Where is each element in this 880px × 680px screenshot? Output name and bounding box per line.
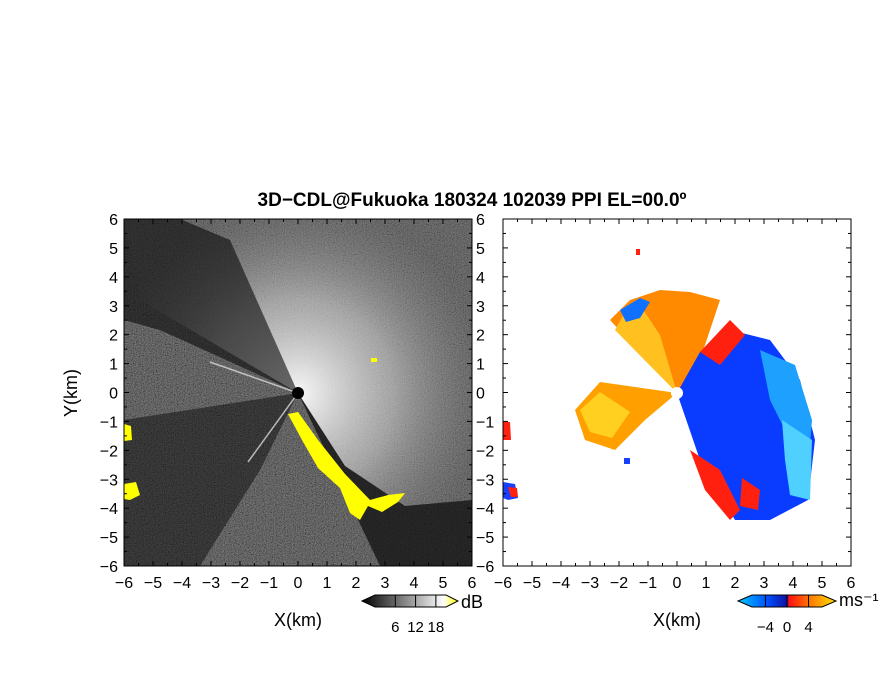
y-tick-label-right: −2	[476, 443, 494, 460]
reflectivity-colorbar: 6 12 18 dB	[360, 592, 483, 636]
reflectivity-echo	[124, 219, 472, 566]
y-tick-label-right: 2	[476, 328, 485, 345]
colorbar-tick-label: 4	[804, 619, 812, 636]
y-tick-label: −2	[100, 443, 118, 460]
x-tick-label: −3	[581, 575, 599, 592]
x-tick-label: 6	[468, 575, 477, 592]
velocity-colorbar: −4 0 4 ms⁻¹	[736, 590, 879, 636]
x-tick-label: 3	[381, 575, 390, 592]
x-tick-label: −5	[144, 575, 162, 592]
y-tick-label: 2	[109, 328, 118, 345]
velocity-colorbar-unit: ms⁻¹	[839, 590, 879, 610]
colorbar-tick-label: 12	[407, 619, 424, 636]
x-tick-label: −5	[523, 575, 541, 592]
y-tick-label: 4	[109, 270, 118, 287]
y-tick-label-right: −1	[476, 414, 494, 431]
x-tick-label: 3	[760, 575, 769, 592]
x-tick-label: −4	[173, 575, 191, 592]
x-tick-label: 2	[731, 575, 740, 592]
left-y-axis-label: Y(km)	[61, 369, 81, 417]
y-tick-label-right: 3	[476, 299, 485, 316]
y-tick-label: −5	[100, 530, 118, 547]
y-tick-label: −3	[100, 472, 118, 489]
x-tick-label: 1	[323, 575, 332, 592]
x-tick-label: −2	[610, 575, 628, 592]
x-tick-label: −1	[260, 575, 278, 592]
reflectivity-colorbar-unit: dB	[461, 592, 483, 612]
colorbar-tick-label: −4	[757, 619, 774, 636]
y-tick-label-right: 4	[476, 270, 485, 287]
y-tick-label: −6	[100, 559, 118, 576]
x-tick-label: 4	[789, 575, 798, 592]
y-tick-label: 1	[109, 357, 118, 374]
y-tick-label: 3	[109, 299, 118, 316]
colorbar-tick-label: 0	[783, 619, 791, 636]
x-tick-label: 5	[439, 575, 448, 592]
y-tick-label-right: −3	[476, 472, 494, 489]
y-tick-label: 0	[109, 386, 118, 403]
y-tick-label-right: 5	[476, 241, 485, 258]
y-tick-label-right: −4	[476, 501, 494, 518]
y-tick-label-right: 6	[476, 212, 485, 229]
x-tick-label: −6	[115, 575, 133, 592]
colorbar-tick-label: 6	[391, 619, 399, 636]
x-tick-label: −3	[202, 575, 220, 592]
x-tick-label: −1	[639, 575, 657, 592]
high-echo-band	[288, 412, 405, 520]
y-tick-label-right: 1	[476, 357, 485, 374]
reflectivity-panel: −6 −5 −4 −3 −2 −1 0 1 2 3 4 5 6−6−5−4−3−2−10123456−6…	[100, 212, 495, 592]
x-tick-label: 2	[352, 575, 361, 592]
velocity-echo	[503, 249, 815, 520]
x-tick-label: 5	[818, 575, 827, 592]
y-tick-label: −4	[100, 501, 118, 518]
right-x-axis-label: X(km)	[653, 610, 701, 630]
x-tick-label: 0	[673, 575, 682, 592]
y-tick-label: −1	[100, 414, 118, 431]
x-tick-label: −4	[552, 575, 570, 592]
x-tick-label: 6	[847, 575, 856, 592]
x-tick-label: −2	[231, 575, 249, 592]
y-tick-label-right: 0	[476, 386, 485, 403]
colorbar-tick-label: 18	[428, 619, 445, 636]
y-tick-label-right: −5	[476, 530, 494, 547]
radar-site-marker	[292, 387, 304, 399]
velocity-panel: −6 −5 −4 −3 −2 −1 0 1 2 3 4 5 6	[494, 218, 856, 592]
x-tick-label: 0	[294, 575, 303, 592]
left-x-axis-label: X(km)	[274, 610, 322, 630]
x-tick-label: −6	[494, 575, 512, 592]
x-tick-label: 4	[410, 575, 419, 592]
chart-title: 3D−CDL@Fukuoka 180324 102039 PPI EL=00.0…	[258, 190, 687, 211]
x-tick-label: 1	[702, 575, 711, 592]
y-tick-label: 6	[109, 212, 118, 229]
y-tick-label: 5	[109, 241, 118, 258]
y-tick-label-right: −6	[476, 559, 494, 576]
